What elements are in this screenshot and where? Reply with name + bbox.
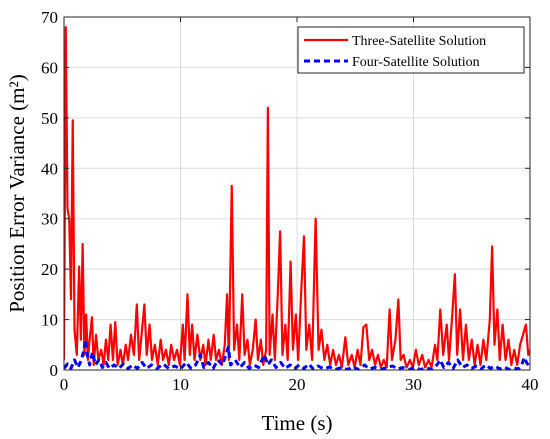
y-tick-label: 10	[41, 311, 58, 330]
y-tick-label: 0	[50, 361, 59, 380]
x-tick-label: 0	[60, 375, 69, 394]
x-axis-label: Time (s)	[262, 411, 333, 435]
series-line-four-satellite	[64, 338, 530, 370]
x-tick-label: 30	[405, 375, 422, 394]
legend-label-four-satellite: Four-Satellite Solution	[352, 55, 480, 70]
series-line-three-satellite	[64, 25, 530, 369]
y-tick-label: 70	[41, 8, 58, 27]
x-tick-label: 10	[172, 375, 189, 394]
ticks: 0 10 20 30 40 0 10 20 30 40 50 60 70	[41, 8, 539, 394]
y-axis-label: Position Error Variance (m²)	[5, 74, 29, 313]
legend: Three-Satellite Solution Four-Satellite …	[297, 26, 525, 74]
legend-box	[297, 26, 525, 74]
y-tick-label: 20	[41, 260, 58, 279]
x-tick-label: 20	[289, 375, 306, 394]
y-tick-label: 50	[41, 109, 58, 128]
y-tick-label: 60	[41, 58, 58, 77]
x-tick-label: 40	[522, 375, 539, 394]
plot-area	[64, 25, 530, 370]
grid	[64, 17, 530, 370]
legend-label-three-satellite: Three-Satellite Solution	[352, 34, 486, 49]
y-tick-label: 40	[41, 159, 58, 178]
y-tick-label: 30	[41, 210, 58, 229]
